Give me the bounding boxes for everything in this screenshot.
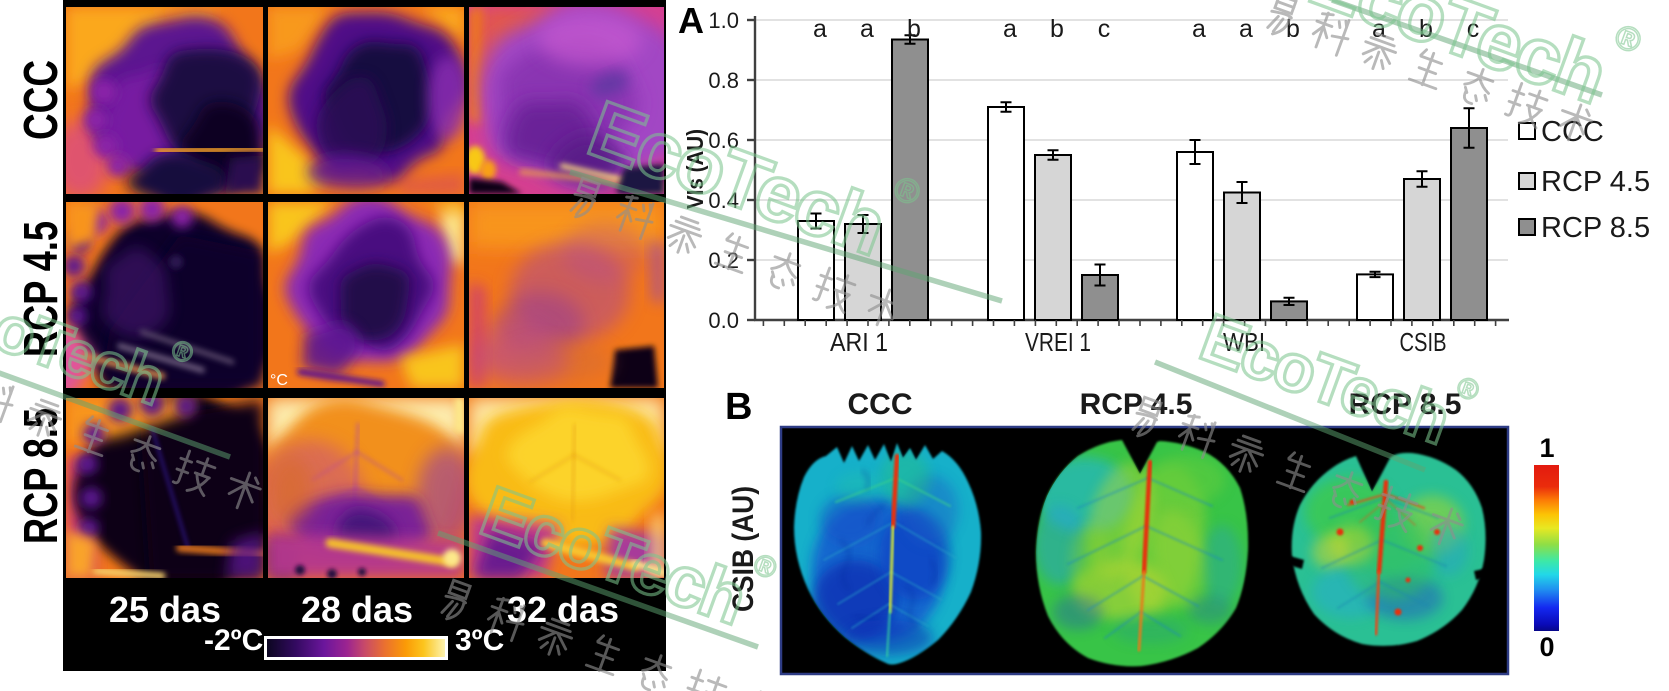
- svg-text:1: 1: [1539, 433, 1554, 463]
- svg-text:CCC: CCC: [848, 388, 913, 421]
- svg-text:EcoTech®: EcoTech®: [1299, 0, 1646, 128]
- svg-text:CCC: CCC: [15, 60, 63, 140]
- svg-text:a: a: [1192, 15, 1206, 43]
- svg-text:B: B: [725, 386, 752, 428]
- svg-text:a: a: [813, 15, 827, 43]
- svg-text:EcoTech®: EcoTech®: [0, 249, 198, 426]
- svg-text:1.0: 1.0: [708, 8, 739, 33]
- svg-text:RCP 8.5: RCP 8.5: [1349, 388, 1462, 421]
- svg-text:a: a: [1239, 15, 1253, 43]
- svg-text:0.0: 0.0: [708, 308, 739, 333]
- svg-text:ARI 1: ARI 1: [830, 327, 888, 357]
- svg-text:0.6: 0.6: [708, 128, 739, 153]
- svg-text:VREI 1: VREI 1: [1025, 327, 1091, 357]
- svg-text:RCP 4.5: RCP 4.5: [1080, 388, 1193, 421]
- svg-text:c: c: [1098, 15, 1111, 43]
- svg-text:VIs (AU): VIs (AU): [682, 129, 708, 209]
- svg-text:CSIB (AU): CSIB (AU): [727, 486, 760, 612]
- svg-text:A: A: [678, 0, 704, 41]
- svg-text:RCP 4.5: RCP 4.5: [15, 221, 63, 357]
- svg-text:0: 0: [1539, 632, 1554, 662]
- svg-text:EcoTech®: EcoTech®: [471, 455, 781, 648]
- svg-text:0.4: 0.4: [708, 188, 739, 213]
- svg-text:0.8: 0.8: [708, 68, 739, 93]
- svg-text:°C: °C: [270, 372, 288, 389]
- svg-text:RCP 8.5: RCP 8.5: [1541, 212, 1650, 244]
- svg-text:b: b: [907, 15, 921, 43]
- svg-text:WBI: WBI: [1223, 327, 1265, 357]
- svg-text:EcoTech®: EcoTech®: [1191, 283, 1483, 465]
- svg-text:a: a: [860, 15, 874, 43]
- svg-text:CSIB: CSIB: [1400, 327, 1447, 357]
- svg-text:b: b: [1050, 15, 1064, 43]
- svg-text:RCP 4.5: RCP 4.5: [1541, 166, 1650, 198]
- svg-text:a: a: [1003, 15, 1017, 43]
- svg-text:c: c: [1467, 15, 1480, 43]
- svg-text:EcoTech®: EcoTech®: [578, 65, 925, 280]
